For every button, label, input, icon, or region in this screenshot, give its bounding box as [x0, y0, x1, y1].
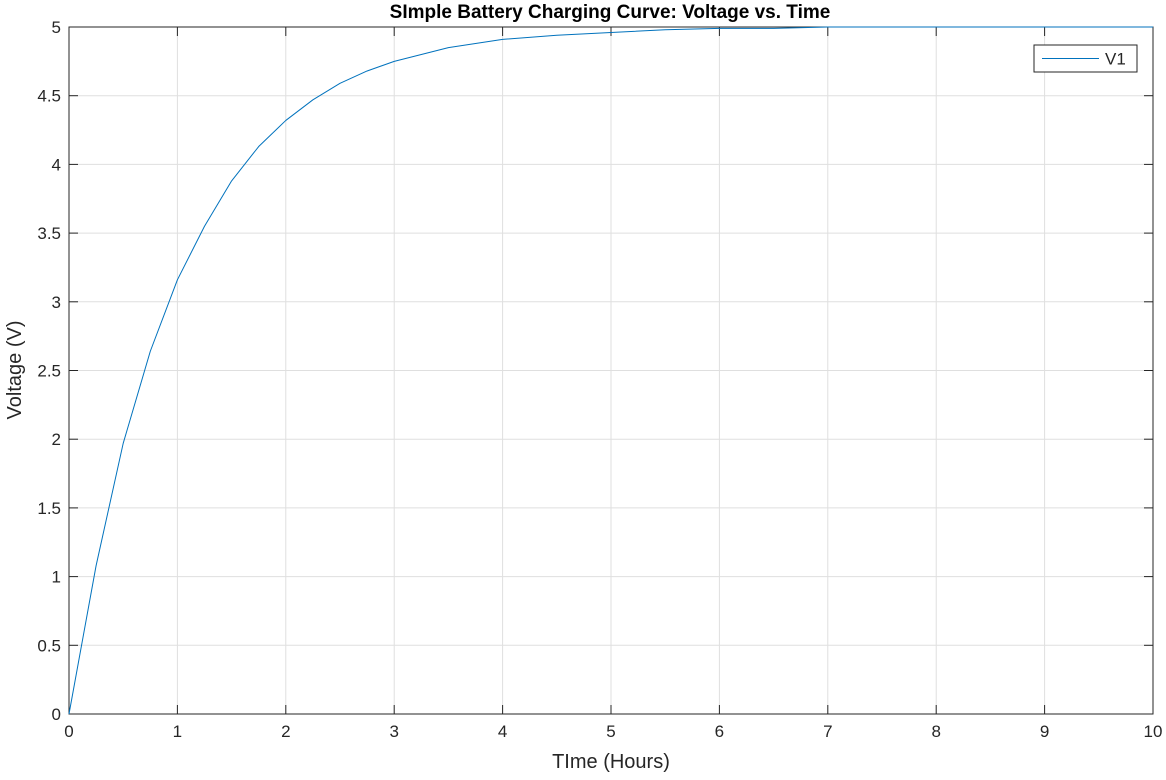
y-tick-label: 4.5	[37, 87, 61, 106]
y-tick-label: 0.5	[37, 636, 61, 655]
y-tick-label: 5	[52, 18, 61, 37]
x-tick-label: 2	[281, 722, 290, 741]
legend-label-v1: V1	[1105, 50, 1126, 69]
y-tick-label: 1	[52, 568, 61, 587]
y-tick-label: 0	[52, 705, 61, 724]
y-tick-label: 4	[52, 155, 61, 174]
grid-lines	[69, 27, 1153, 714]
x-tick-label: 5	[606, 722, 615, 741]
x-tick-label: 1	[173, 722, 182, 741]
x-tick-label: 4	[498, 722, 507, 741]
y-tick-label: 2	[52, 430, 61, 449]
x-tick-label: 3	[389, 722, 398, 741]
legend: V1	[1033, 44, 1138, 73]
y-tick-label: 1.5	[37, 499, 61, 518]
x-tick-label: 6	[715, 722, 724, 741]
y-axis-label: Voltage (V)	[4, 321, 26, 420]
series-line-v1	[68, 26, 1153, 715]
y-tick-label: 2.5	[37, 362, 61, 381]
x-tick-label: 10	[1144, 722, 1163, 741]
x-tick-label: 0	[64, 722, 73, 741]
series-layer	[68, 26, 1153, 715]
chart-title: SImple Battery Charging Curve: Voltage v…	[390, 2, 831, 23]
x-tick-label: 7	[823, 722, 832, 741]
axis-ticks: 0 1 2 3 4 5 6 7 8 9 10 0 0.5 1 1.5 2 2.5 3 3.5 4 4.5 5	[37, 18, 1162, 741]
x-tick-label: 9	[1040, 722, 1049, 741]
y-tick-label: 3	[52, 293, 61, 312]
x-axis-label: TIme (Hours)	[552, 751, 670, 773]
x-tick-label: 8	[931, 722, 940, 741]
y-tick-label: 3.5	[37, 224, 61, 243]
